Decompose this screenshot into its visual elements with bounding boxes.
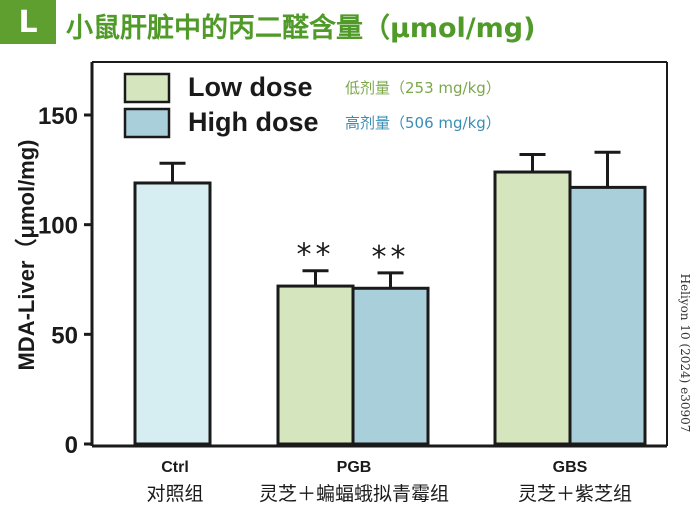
y-tick-label: 50 [51, 322, 78, 349]
bar-pgb-high [351, 286, 430, 446]
legend-swatch-low [123, 72, 171, 104]
y-tick-label: 100 [38, 213, 78, 240]
legend-label-low: Low dose [188, 72, 313, 102]
category-label-pgb: PGB [337, 459, 372, 476]
bar-pgb-low [276, 284, 355, 446]
y-axis-label: MDA-Liver（μmol/mg) [14, 139, 39, 370]
y-tick-label: 0 [65, 432, 78, 459]
legend-note-low: 低剂量（253 mg/kg） [345, 79, 501, 97]
category-cn-gbs: 灵芝＋紫芝组 [518, 483, 632, 505]
category-cn-pgb: 灵芝＋蝙蝠蛾拟青霉组 [259, 483, 449, 505]
bar-ctrl-ctrl [133, 181, 212, 446]
journal-citation-text: Heliyon 10 (2024) e30907 [678, 273, 692, 433]
legend-note-high: 高剂量（506 mg/kg） [345, 114, 501, 132]
bar-gbs-high [568, 185, 647, 446]
bar-gbs-low [493, 170, 572, 446]
panel-label: L [0, 0, 56, 44]
journal-citation: Heliyon 10 (2024) e30907 [676, 274, 694, 433]
category-label-ctrl: Ctrl [161, 459, 189, 476]
category-label-gbs: GBS [553, 459, 588, 476]
y-tick-label: 150 [38, 103, 78, 130]
significance-label: ** [297, 238, 335, 273]
legend-swatch-high [123, 107, 171, 139]
chart-title: 小鼠肝脏中的丙二醛含量（μmol/mg) [66, 13, 536, 44]
significance-label: ** [372, 240, 410, 275]
legend-label-high: High dose [188, 107, 319, 137]
category-cn-ctrl: 对照组 [146, 483, 203, 505]
